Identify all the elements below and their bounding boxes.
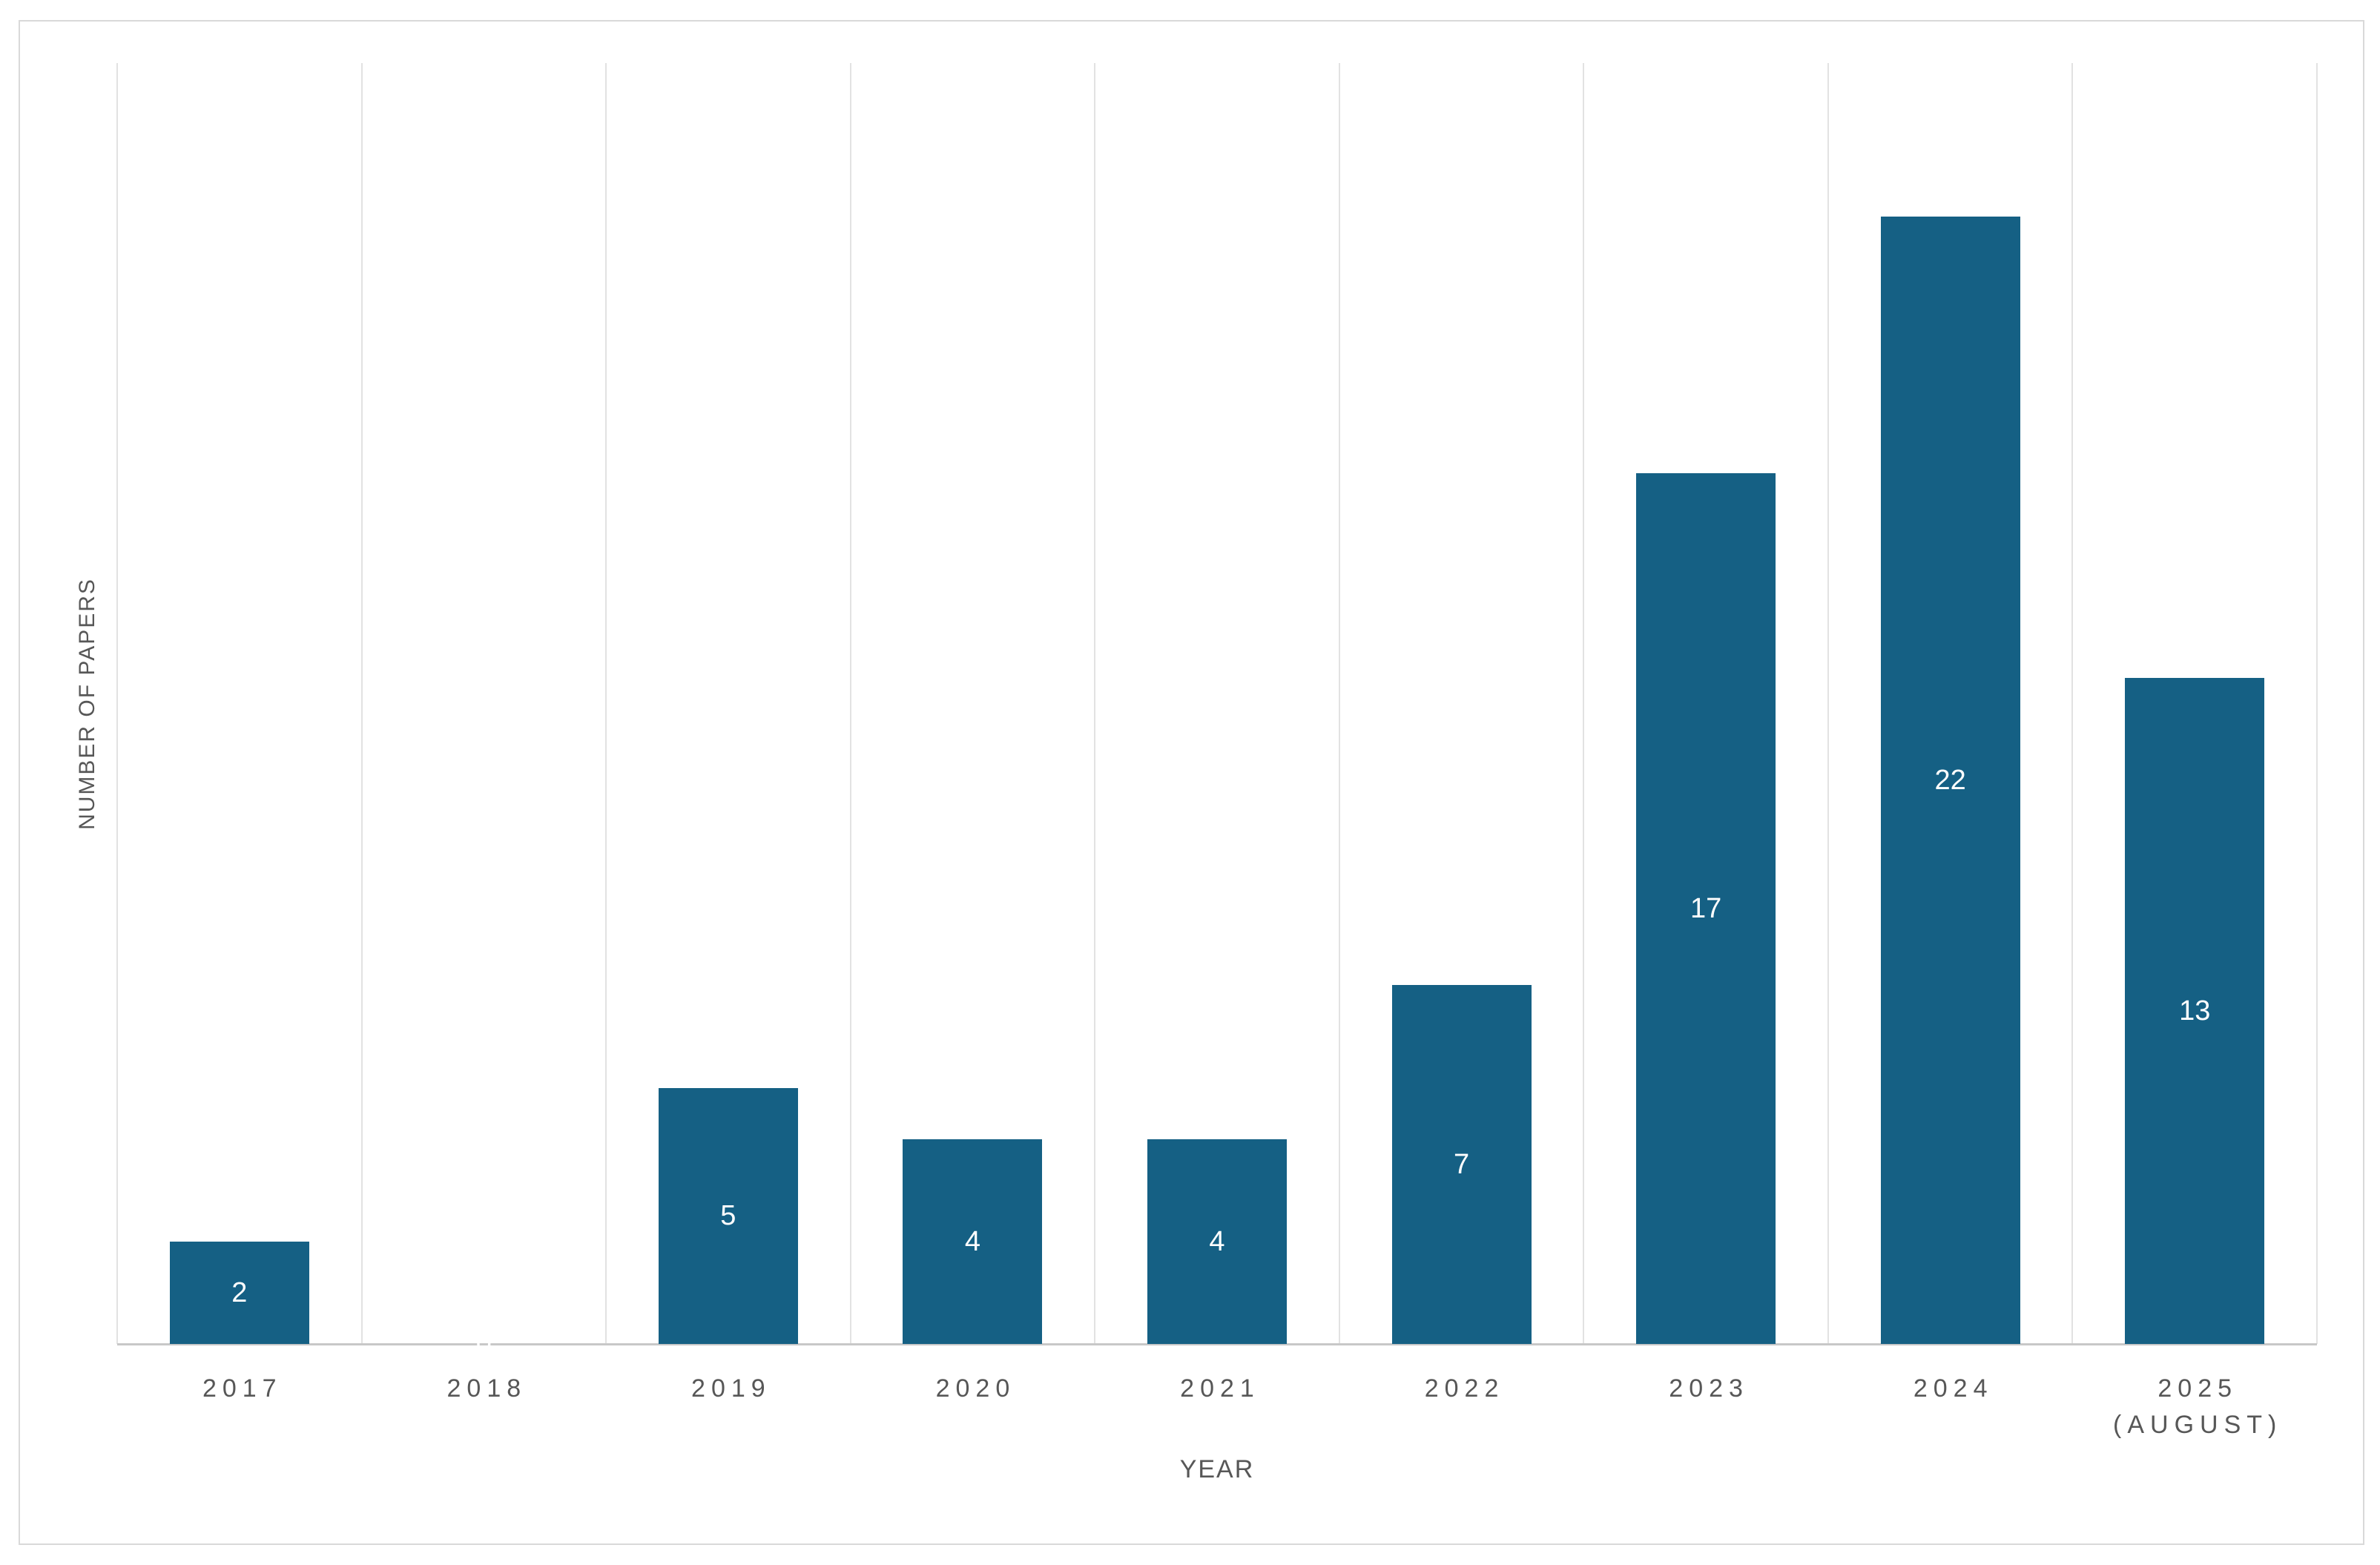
gridline <box>2316 63 2318 1344</box>
x-tick-label: 2020 <box>935 1374 1016 1403</box>
x-tick-label: 2024 <box>1913 1374 1994 1403</box>
bar-2023 <box>1636 472 1776 1344</box>
x-tick-label: 2022 <box>1424 1374 1505 1403</box>
x-tick-label: 2019 <box>691 1374 771 1403</box>
bar-2021 <box>1147 1139 1287 1344</box>
bar-2019 <box>658 1087 798 1344</box>
bar-2017 <box>169 1241 309 1344</box>
bar-2025 <box>2125 677 2265 1344</box>
gridline <box>1094 63 1096 1344</box>
gridline <box>605 63 607 1344</box>
bar-data-label: 13 <box>2179 995 2211 1027</box>
gridline <box>2071 63 2074 1344</box>
bar-2022 <box>1391 985 1532 1344</box>
bar-data-label: 5 <box>720 1200 736 1232</box>
x-axis-title: YEAR <box>1179 1455 1255 1483</box>
x-axis-line <box>117 1343 2317 1345</box>
x-tick-label: 2018 <box>446 1374 527 1403</box>
gridline <box>1827 63 1829 1344</box>
gridline <box>360 63 363 1344</box>
x-tick-label: 2017 <box>202 1374 283 1403</box>
x-tick-label: 2025 (AUGUST) <box>2113 1374 2283 1440</box>
bar-data-label: 4 <box>964 1225 981 1257</box>
bar-2024 <box>1880 217 2020 1344</box>
bar-data-label: 4 <box>1209 1225 1225 1257</box>
bar-data-label: 22 <box>1934 765 1966 797</box>
gridline <box>1583 63 1585 1344</box>
x-tick-label: 2023 <box>1669 1374 1749 1403</box>
y-axis-title: NUMBER OF PAPERS <box>75 577 99 830</box>
bar-data-label: 2 <box>231 1276 248 1308</box>
x-tick-label: 2021 <box>1180 1374 1260 1403</box>
bar-data-label: 7 <box>1453 1149 1470 1181</box>
bar-2020 <box>903 1139 1043 1344</box>
bar-data-label: 17 <box>1690 892 1722 924</box>
bar-data-label: 0 <box>475 1328 492 1360</box>
gridline <box>1338 63 1340 1344</box>
gridline <box>116 63 118 1344</box>
gridline <box>849 63 851 1344</box>
